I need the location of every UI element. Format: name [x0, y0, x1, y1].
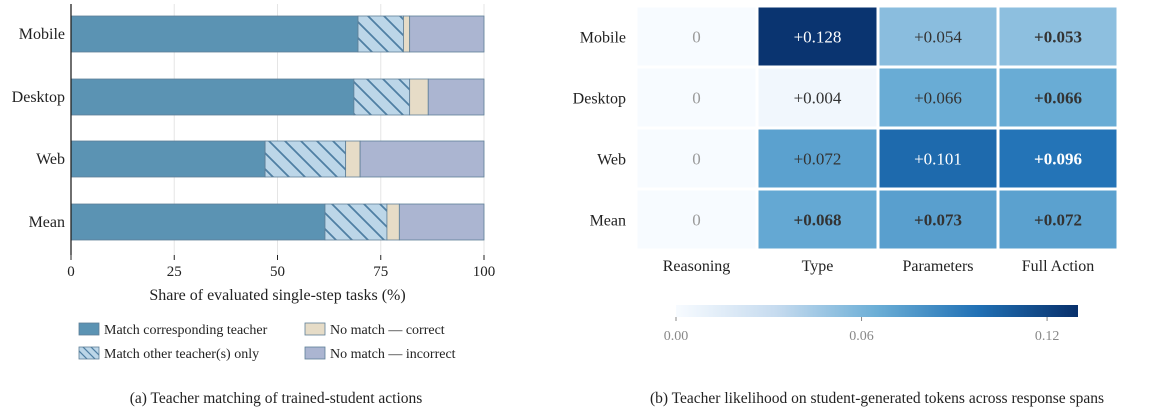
caption-a: (a) Teacher matching of trained-student …	[130, 390, 423, 407]
cell-value-label: +0.004	[794, 89, 842, 108]
cell-value-label: +0.072	[1034, 211, 1082, 230]
x-tick-label: 0	[67, 264, 75, 280]
x-ticks: 0 25 50 75 100	[67, 255, 495, 280]
legend-swatch	[78, 346, 100, 360]
column-label: Full Action	[1022, 258, 1094, 275]
cell-value-label: +0.066	[914, 89, 962, 108]
legend-label: Match other teacher(s) only	[104, 347, 259, 362]
bar-segment	[70, 78, 355, 116]
cell-value-label: 0	[692, 150, 701, 169]
bar-segment	[264, 140, 347, 178]
colorbar-tick-label: 0.00	[664, 329, 689, 344]
bar-segment	[398, 203, 485, 241]
legend: Match corresponding teacher Match other t…	[78, 322, 456, 362]
bar-segment	[386, 203, 400, 241]
x-tick-label: 50	[270, 264, 285, 280]
cell-value-label: +0.054	[914, 28, 962, 47]
row-label: Web	[597, 152, 626, 169]
bar-segment	[427, 78, 485, 116]
cell-value-label: +0.096	[1034, 150, 1082, 169]
legend-label: No match — incorrect	[330, 347, 456, 362]
caption-b: (b) Teacher likelihood on student-genera…	[650, 390, 1104, 407]
row-label: Mean	[590, 213, 626, 230]
y-tick-label: Mobile	[19, 26, 65, 43]
cell-value-label: +0.073	[914, 211, 962, 230]
heatmap-chart: 0 +0.128 +0.054 +0.053 0 +0.004 +0.066 +0.066 0 +…	[573, 4, 1120, 407]
y-tick-label: Web	[36, 151, 65, 168]
column-label: Reasoning	[663, 258, 731, 275]
cell-value-label: +0.068	[794, 211, 842, 230]
bar-segment	[324, 203, 388, 241]
legend-label: No match — correct	[330, 323, 445, 338]
bar-segment	[403, 15, 411, 53]
cell-value-label: +0.053	[1034, 28, 1082, 47]
y-tick-labels: Mobile Desktop Web Mean	[12, 26, 65, 231]
row-labels: Mobile Desktop Web Mean	[573, 30, 626, 230]
cell-value-label: +0.066	[1034, 89, 1082, 108]
legend-swatch	[78, 322, 100, 336]
bar-segment	[353, 78, 411, 116]
row-label: Mobile	[580, 30, 626, 47]
cell-value-label: 0	[692, 89, 701, 108]
heatmap-cell	[996, 126, 1120, 191]
cell-value-label: +0.072	[794, 150, 842, 169]
colorbar-tick-label: 0.12	[1035, 329, 1060, 344]
heatmap-cell	[996, 187, 1120, 252]
stacked-bar-chart: Mobile Desktop Web Mean 0 25 50 75 100 Share of…	[12, 4, 495, 407]
bar-segment	[409, 78, 429, 116]
bar-segment	[70, 15, 359, 53]
colorbar-tick-label: 0.06	[849, 329, 874, 344]
cell-value-label: 0	[692, 28, 701, 47]
y-tick-label: Desktop	[12, 89, 65, 106]
heatmap-cell	[634, 65, 759, 130]
heatmap-cells: 0 +0.128 +0.054 +0.053 0 +0.004 +0.066 +0.066 0 +…	[634, 4, 1120, 252]
heatmap-cell	[755, 126, 880, 191]
bar-segment	[359, 140, 485, 178]
heatmap-cell	[755, 187, 880, 252]
column-label: Type	[802, 258, 834, 275]
x-tick-label: 75	[373, 264, 388, 280]
colorbar	[676, 305, 1078, 317]
legend-label: Match corresponding teacher	[104, 323, 268, 338]
heatmap-cell	[755, 4, 880, 69]
colorbar-ticks: 0.00 0.06 0.12	[664, 317, 1060, 344]
bar-segment	[70, 203, 326, 241]
y-tick-label: Mean	[29, 214, 65, 231]
cell-value-label: +0.128	[794, 28, 842, 47]
column-labels: Reasoning Type Parameters Full Action	[663, 258, 1095, 275]
bar-segment	[70, 140, 266, 178]
x-tick-label: 25	[167, 264, 182, 280]
row-label: Desktop	[573, 91, 626, 108]
bar-segment	[409, 15, 485, 53]
heatmap-cell	[755, 65, 880, 130]
heatmap-cell	[876, 4, 1000, 69]
x-tick-label: 100	[473, 264, 496, 280]
cell-value-label: 0	[692, 211, 701, 230]
heatmap-cell	[996, 4, 1120, 69]
column-label: Parameters	[902, 258, 973, 275]
x-axis-label: Share of evaluated single-step tasks (%)	[149, 287, 405, 304]
bar-segment	[357, 15, 404, 53]
legend-swatch	[304, 322, 326, 336]
legend-swatch	[304, 346, 326, 360]
bar-segment	[345, 140, 361, 178]
cell-value-label: +0.101	[914, 150, 962, 169]
